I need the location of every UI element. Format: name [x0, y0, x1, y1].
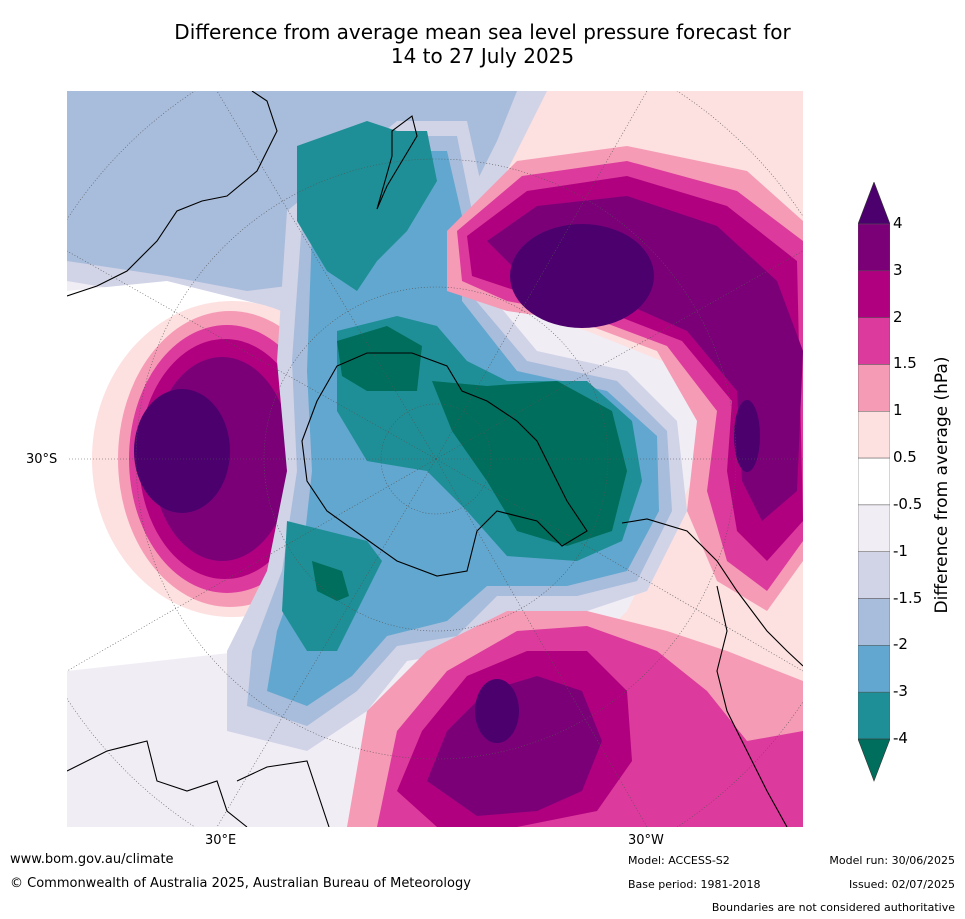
colorbar-tick-label: -1.5 — [893, 588, 923, 607]
footer-model-run: Model run: 30/06/2025 — [829, 854, 955, 867]
footer-website: www.bom.gov.au/climate — [10, 852, 174, 867]
colorbar-tick-label: -2 — [893, 635, 908, 654]
colorbar-step — [858, 270, 890, 318]
lon-label-30e: 30°E — [205, 833, 237, 848]
africa-coastline — [67, 740, 248, 827]
colorbar-step — [858, 317, 890, 365]
colorbar-step — [858, 457, 890, 506]
lat-label-30s: 30°S — [26, 452, 58, 467]
colorbar — [858, 182, 890, 782]
australia-coastline — [67, 91, 278, 297]
colorbar-tick-label: -1 — [893, 541, 908, 560]
colorbar-step — [858, 364, 890, 412]
colorbar-tick-label: 1 — [893, 401, 903, 420]
colorbar-step — [858, 645, 890, 693]
pressure-anomaly-map — [67, 91, 803, 827]
high-anomaly-south — [347, 611, 803, 827]
colorbar-step — [858, 691, 890, 740]
colorbar-step — [858, 223, 890, 272]
colorbar-steps — [858, 223, 890, 740]
lon-label-30w: 30°W — [628, 833, 664, 848]
coastlines — [67, 91, 803, 827]
new-zealand-coastline — [376, 115, 418, 210]
footer-disclaimer: Boundaries are not considered authoritat… — [711, 901, 955, 914]
colorbar-extend-min — [858, 738, 890, 782]
colorbar-tick-label: 3 — [893, 260, 903, 279]
colorbar-tick-label: 0.5 — [893, 448, 917, 467]
chart-title: Difference from average mean sea level p… — [0, 20, 965, 68]
footer-model: Model: ACCESS-S2 — [628, 854, 730, 867]
colorbar-step — [858, 598, 890, 646]
high-anomaly-northeast — [447, 146, 803, 611]
colorbar-tick-label: 2 — [893, 307, 903, 326]
south-america-coastline — [621, 518, 803, 827]
footer-issued: Issued: 02/07/2025 — [848, 878, 955, 891]
colorbar-tick-label: 4 — [893, 214, 903, 232]
footer-base-period: Base period: 1981-2018 — [628, 878, 761, 891]
colorbar-step — [858, 504, 890, 552]
graticule — [67, 91, 803, 827]
title-line-1: Difference from average mean sea level p… — [174, 20, 791, 44]
colorbar-tick-label: 1.5 — [893, 354, 917, 373]
colorbar-tick-label: -3 — [893, 682, 908, 701]
antarctica-coastline — [301, 352, 588, 577]
colorbar-extend-max — [858, 182, 890, 225]
colorbar-step — [858, 551, 890, 599]
colorbar-tick-label: -0.5 — [893, 494, 923, 513]
low-anomaly-antarctic — [227, 121, 687, 751]
footer-copyright: © Commonwealth of Australia 2025, Austra… — [10, 876, 471, 891]
title-line-2: 14 to 27 July 2025 — [390, 44, 575, 68]
colorbar-tick-label: -4 — [893, 729, 908, 747]
colorbar-step — [858, 411, 890, 459]
colorbar-title: Difference from average (hPa) — [932, 356, 952, 614]
